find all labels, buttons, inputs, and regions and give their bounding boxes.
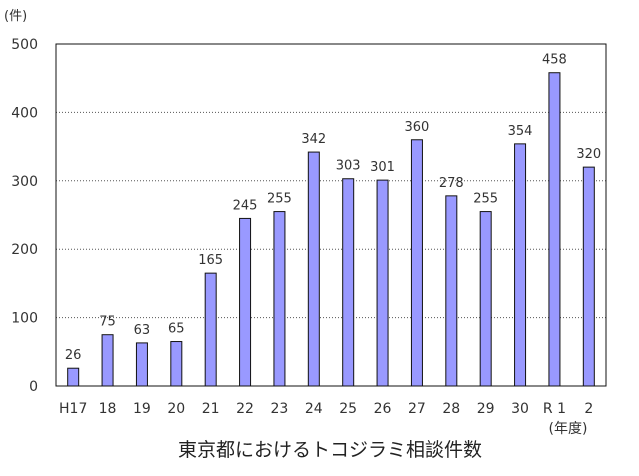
x-tick-label-8: 24: [305, 401, 323, 417]
x-tick-label-6: 22: [236, 401, 254, 417]
x-tick-label-5: 21: [202, 401, 220, 417]
bar-12: [445, 195, 458, 387]
bar-16: [582, 166, 595, 387]
data-label-14: 354: [508, 124, 533, 139]
data-label-4: 65: [168, 322, 185, 337]
data-label-8: 342: [301, 132, 326, 147]
x-tick-label-12: 28: [442, 401, 460, 417]
chart-title: 東京都におけるトコジラミ相談件数: [178, 439, 482, 461]
data-label-3: 63: [134, 323, 151, 338]
x-tick-label-2: 18: [99, 401, 117, 417]
data-label-2: 75: [99, 315, 116, 330]
x-tick-label-14: 30: [511, 401, 529, 417]
y-tick-label-0: 0: [29, 379, 38, 395]
x-tick-label-9: 25: [339, 401, 357, 417]
y-tick-label-200: 200: [11, 242, 38, 258]
bar-1: [67, 367, 80, 387]
plot-area-frame: [55, 43, 607, 387]
y-axis-unit-label: (件): [4, 9, 27, 24]
data-label-5: 165: [198, 253, 223, 268]
y-tick-label-400: 400: [11, 105, 38, 121]
data-labels: 26 75 63 65 165 245 255 342 303 301 360 278 255 354 45…: [65, 53, 601, 363]
bar-10: [376, 179, 389, 387]
x-tick-label-4: 20: [167, 401, 185, 417]
data-label-13: 255: [473, 192, 498, 207]
y-tick-label-300: 300: [11, 174, 38, 190]
data-label-7: 255: [267, 192, 292, 207]
y-tick-label-500: 500: [11, 37, 38, 53]
x-tick-label-1: H17: [59, 401, 87, 417]
bar-2: [101, 334, 114, 387]
x-tick-label-10: 26: [374, 401, 392, 417]
bar-8: [307, 151, 320, 387]
x-tick-label-16: 2: [584, 401, 593, 417]
bar-3: [135, 342, 148, 387]
bar-15: [548, 72, 561, 387]
bar-9: [342, 178, 355, 387]
bar-13: [479, 211, 492, 387]
x-tick-label-13: 29: [477, 401, 495, 417]
y-axis-ticks: 0 100 200 300 400 500: [11, 37, 38, 395]
data-label-1: 26: [65, 348, 82, 363]
data-label-9: 303: [336, 159, 361, 174]
bar-5: [204, 272, 217, 387]
data-label-12: 278: [439, 176, 464, 191]
data-label-15: 458: [542, 53, 567, 68]
bar-11: [410, 139, 423, 387]
bar-7: [273, 211, 286, 387]
data-label-6: 245: [233, 198, 258, 213]
x-tick-label-11: 27: [408, 401, 426, 417]
x-tick-label-3: 19: [133, 401, 151, 417]
bar-14: [514, 143, 527, 387]
bars: [67, 72, 595, 387]
x-axis-unit-label: (年度): [549, 421, 588, 437]
x-tick-label-15: R 1: [543, 401, 566, 417]
x-tick-label-7: 23: [271, 401, 289, 417]
data-label-10: 301: [370, 160, 395, 175]
data-label-16: 320: [576, 147, 601, 162]
x-axis-ticks: H17 18 19 20 21 22 23 24 25 26 27 28 29 30 R 1 2: [59, 401, 593, 417]
bar-6: [239, 217, 252, 387]
bar-4: [170, 341, 183, 387]
data-label-11: 360: [405, 120, 430, 135]
y-tick-label-100: 100: [11, 311, 38, 327]
